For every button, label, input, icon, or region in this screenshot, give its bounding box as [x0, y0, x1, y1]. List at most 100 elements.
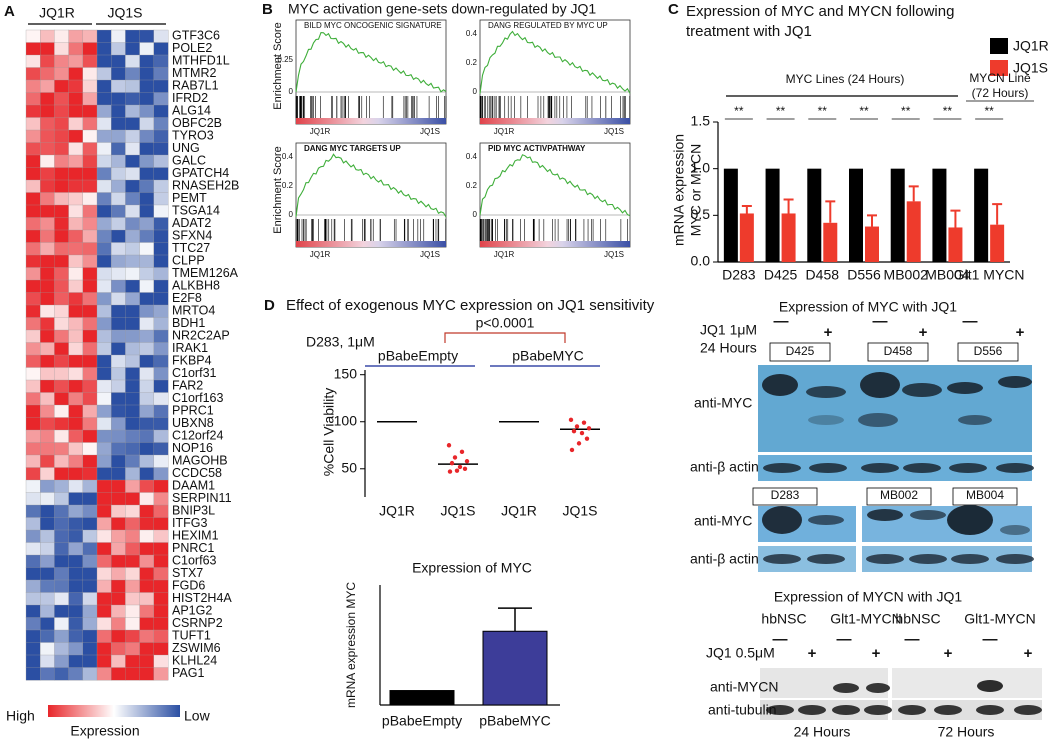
heatmap-cell — [25, 279, 41, 293]
heatmap-cell — [68, 579, 84, 593]
heatmap-cell — [40, 654, 55, 668]
bar — [765, 168, 780, 262]
heatmap-cell — [25, 329, 41, 343]
heatmap-cell — [111, 529, 126, 543]
heatmap-cell — [153, 554, 169, 568]
chart-title: Expression of MYC and MYCN following — [686, 3, 954, 20]
heatmap-cell — [82, 54, 98, 68]
heatmap-cell — [25, 479, 41, 493]
heatmap-cell — [96, 179, 112, 193]
heatmap-cell — [68, 254, 84, 268]
x-tick-label: JQ1R — [501, 503, 537, 519]
heatmap-cell — [111, 667, 126, 681]
heatmap-cell — [153, 154, 169, 168]
heatmap-cell — [82, 217, 98, 231]
gene-label: HEXIM1 — [172, 529, 219, 543]
heatmap-cell — [125, 329, 141, 343]
y-tick-label: 0.2 — [466, 58, 478, 67]
heatmap-cell — [25, 454, 41, 468]
heatmap-cell — [68, 554, 84, 568]
panel-title: MYC activation gene-sets down-regulated … — [288, 1, 596, 17]
heatmap-cell — [153, 29, 169, 43]
heatmap-cell — [111, 117, 126, 131]
heatmap-cell — [25, 617, 41, 631]
heatmap-cell — [111, 29, 126, 43]
heatmap-cell — [54, 654, 70, 668]
gene-label: TMEM126A — [172, 266, 239, 280]
gene-label: SFXN4 — [172, 229, 212, 243]
legend-label: Low — [184, 708, 211, 724]
heatmap-cell — [54, 254, 70, 268]
legend-label: JQ1S — [1013, 60, 1048, 76]
annotation: MYC Lines (24 Hours) — [786, 72, 905, 86]
heatmap-cell — [82, 117, 98, 131]
heatmap-cell — [54, 204, 70, 218]
blot-panel — [760, 668, 888, 698]
heatmap-cell — [54, 329, 70, 343]
heatmap-cell — [54, 454, 70, 468]
heatmap-cell — [68, 517, 84, 531]
data-point — [579, 430, 585, 436]
heatmap-cell — [40, 629, 55, 643]
heatmap-cell — [111, 92, 126, 106]
blot-band — [860, 372, 900, 398]
heatmap-cell — [153, 529, 169, 543]
blot-band — [958, 415, 992, 425]
heatmap-cell — [54, 242, 70, 256]
heatmap-cell — [25, 29, 41, 43]
bar — [865, 226, 879, 262]
y-axis-label: Enrichment Score — [272, 22, 284, 109]
treatment-label: JQ1 1μM — [700, 322, 757, 338]
heatmap-cell — [111, 54, 126, 68]
heatmap-cell — [111, 192, 126, 206]
heatmap-cell — [111, 129, 126, 143]
heatmap-cell — [139, 342, 155, 356]
heatmap-cell — [82, 254, 98, 268]
heatmap-cell — [139, 179, 155, 193]
x-tick-label: MB002 — [884, 267, 929, 283]
heatmap-cell — [68, 442, 84, 456]
heatmap-cell — [40, 379, 55, 393]
heatmap-cell — [54, 579, 70, 593]
axis-end-label: JQ1S — [604, 250, 624, 259]
gene-label: TTC27 — [172, 241, 210, 255]
heatmap-cell — [68, 117, 84, 131]
heatmap-cell — [25, 317, 41, 331]
heatmap-cell — [40, 117, 55, 131]
blot-band — [898, 705, 926, 715]
heatmap-cell — [111, 67, 126, 81]
heatmap-cell — [125, 117, 141, 131]
gene-label: FAR2 — [172, 379, 203, 393]
heatmap-cell — [25, 142, 41, 156]
heatmap-cell — [25, 654, 41, 668]
heatmap-cell — [125, 454, 141, 468]
heatmap-cell — [82, 79, 98, 93]
heatmap-cell — [153, 354, 169, 368]
rank-gradient — [296, 241, 446, 247]
heatmap-cell — [25, 417, 41, 431]
heatmap-cell — [111, 179, 126, 193]
heatmap-cell — [25, 667, 41, 681]
chart-title: Expression of MYC — [412, 560, 532, 576]
heatmap-cell — [68, 417, 84, 431]
gene-label: KLHL24 — [172, 654, 217, 668]
heatmap-cell — [111, 392, 126, 406]
gene-label: IFRD2 — [172, 91, 208, 105]
blot-band — [998, 376, 1032, 388]
treatment-sign: + — [1016, 324, 1025, 341]
cell-line-label: Glt1-MYCN — [830, 611, 902, 627]
error-bar — [825, 200, 836, 223]
heatmap-cell — [111, 317, 126, 331]
bar — [723, 168, 738, 262]
heatmap-cell — [40, 317, 55, 331]
panel-label: D — [264, 297, 275, 314]
heatmap-cell — [153, 67, 169, 81]
heatmap-cell — [54, 317, 70, 331]
data-point — [584, 436, 590, 441]
heatmap-cell — [82, 429, 98, 443]
time-label: 24 Hours — [700, 340, 757, 356]
condition-label: D283, 1μM — [306, 334, 375, 350]
heatmap-cell — [25, 404, 41, 418]
y-tick-label: 0.4 — [466, 29, 478, 38]
heatmap-cell — [40, 667, 55, 681]
